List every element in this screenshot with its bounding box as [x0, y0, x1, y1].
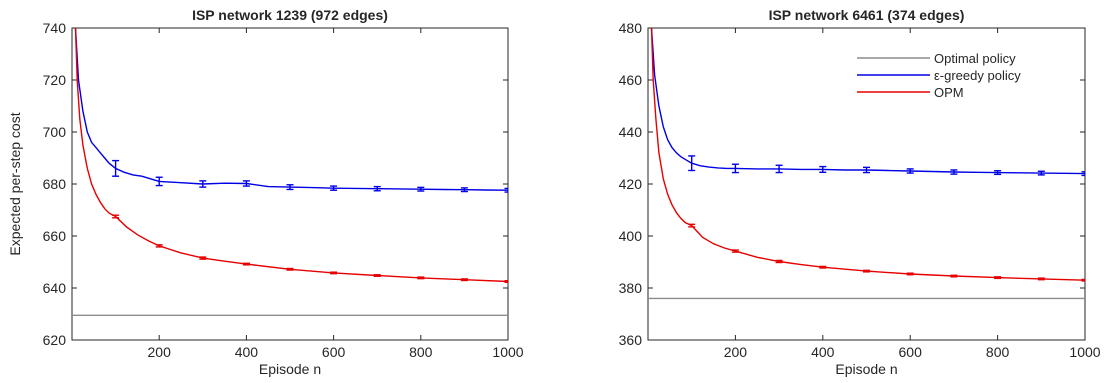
y-tick-label: 680	[43, 176, 67, 192]
x-tick-label: 1000	[492, 344, 523, 360]
x-axis-label: Episode n	[835, 361, 897, 377]
y-axis-label: Expected per-step cost	[7, 112, 23, 255]
x-tick-label: 1000	[1069, 344, 1100, 360]
y-tick-label: 420	[619, 176, 643, 192]
axes-box	[71, 27, 509, 341]
y-tick-label: 720	[43, 72, 67, 88]
x-tick-label: 200	[724, 344, 748, 360]
y-tick-label: 660	[43, 228, 67, 244]
epsilon-greedy-policy-line	[74, 28, 508, 191]
y-tick-label: 620	[43, 332, 67, 348]
data-area	[648, 28, 1085, 300]
legend-label: OPM	[934, 85, 964, 100]
x-tick-label: 800	[986, 344, 1010, 360]
y-tick-label: 460	[619, 72, 643, 88]
epsilon-greedy-policy-line	[650, 28, 1085, 175]
legend-label: ε-greedy policy	[934, 68, 1021, 83]
chart-panel-2: 200 400 600 800 1000 360 380 400 420 440 460 480 ISP…	[619, 7, 1101, 377]
x-axis-label: Episode n	[259, 361, 321, 377]
y-tick-label: 480	[619, 20, 643, 36]
y-tick-label: 400	[619, 228, 643, 244]
x-tick-label: 400	[811, 344, 835, 360]
y-tick-label: 700	[43, 124, 67, 140]
y-tick-label: 740	[43, 20, 67, 36]
x-tick-label: 600	[899, 344, 923, 360]
legend: Optimal policy ε-greedy policy OPM	[857, 51, 1021, 100]
x-tick-label: 600	[322, 344, 346, 360]
x-tick-label: 200	[148, 344, 172, 360]
chart-title: ISP network 1239 (972 edges)	[192, 7, 388, 23]
chart-panel-1: 200 400 600 800 1000 620 640 660 680 700 720 740 ISP…	[7, 7, 524, 377]
y-tick-label: 640	[43, 280, 67, 296]
legend-label: Optimal policy	[934, 51, 1016, 66]
x-tick-label: 800	[409, 344, 433, 360]
opm-line	[74, 28, 508, 283]
x-tick-label: 400	[235, 344, 259, 360]
opm-line	[650, 28, 1085, 281]
y-tick-label: 380	[619, 280, 643, 296]
data-area	[72, 28, 508, 316]
y-tick-label: 360	[619, 332, 643, 348]
chart-title: ISP network 6461 (374 edges)	[769, 7, 965, 23]
y-tick-label: 440	[619, 124, 643, 140]
